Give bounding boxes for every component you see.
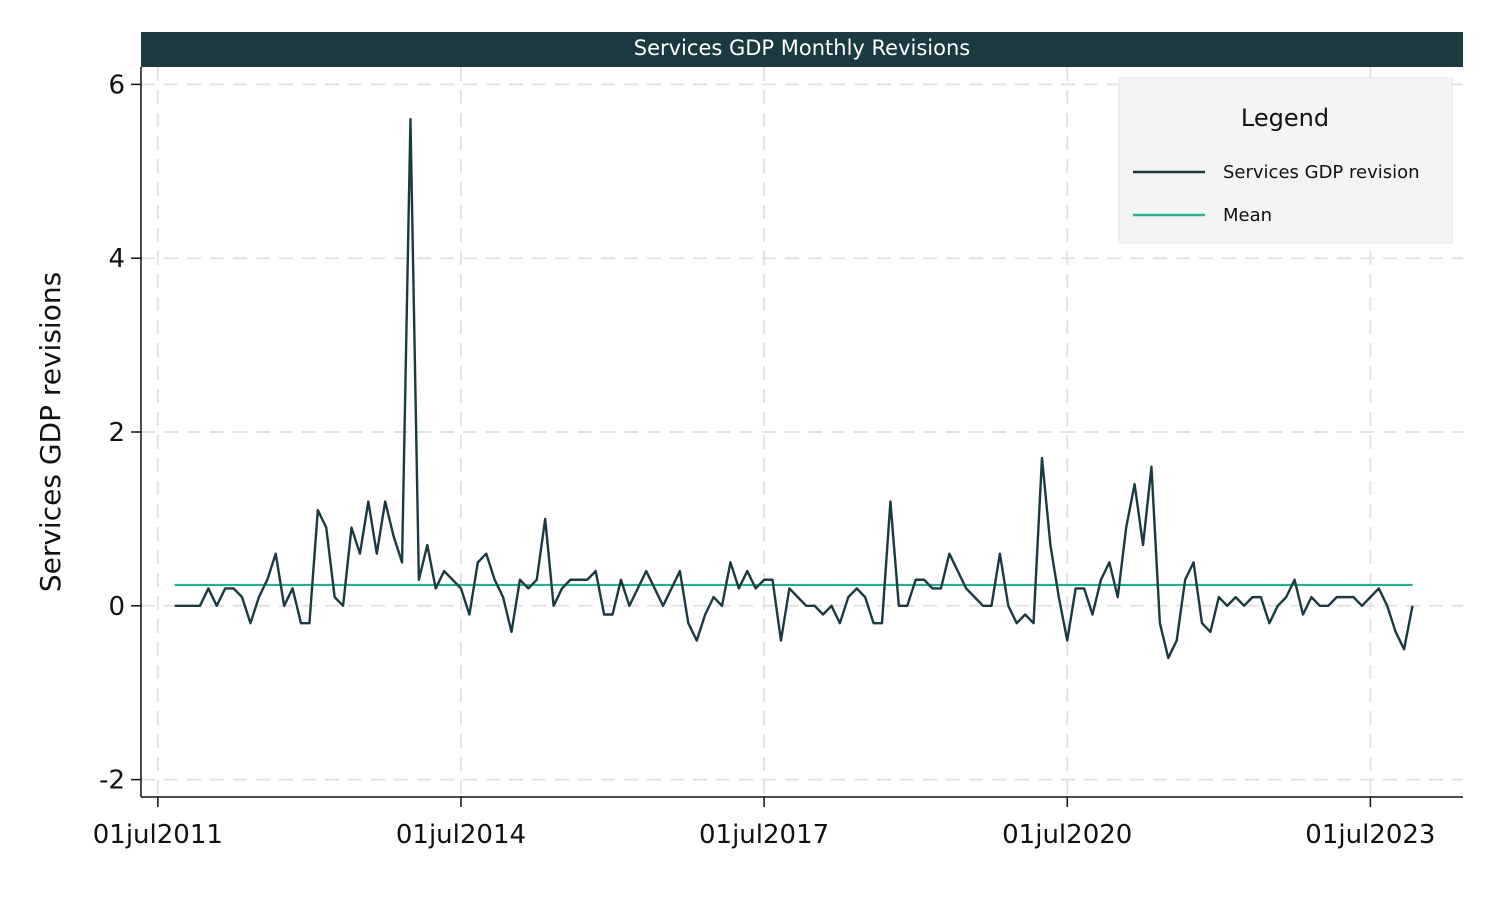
- y-ticks: -2 0 2 4 6: [99, 70, 141, 796]
- y-tick-label: 6: [108, 70, 125, 100]
- chart-title: Services GDP Monthly Revisions: [634, 36, 970, 60]
- y-tick-label: 4: [108, 244, 125, 274]
- legend-label-services-gdp-revision: Services GDP revision: [1223, 162, 1420, 183]
- y-tick-label: 0: [108, 592, 125, 622]
- legend-title: Legend: [1241, 104, 1329, 132]
- legend-box: [1118, 77, 1453, 244]
- y-tick-label: 2: [108, 418, 125, 448]
- y-axis-title: Services GDP revisions: [34, 272, 67, 592]
- x-tick-label: 01jul2011: [93, 820, 223, 850]
- series-line-services-gdp-revision: [174, 117, 1414, 660]
- y-tick-label: -2: [99, 766, 125, 796]
- x-tick-label: 01jul2014: [396, 820, 526, 850]
- x-tick-label: 01jul2020: [1002, 820, 1132, 850]
- legend-label-mean: Mean: [1223, 205, 1272, 226]
- title-bar: [141, 32, 1463, 67]
- legend: Legend Services GDP revision Mean: [1118, 77, 1453, 244]
- x-ticks: 01jul2011 01jul2014 01jul2017 01jul2020 01ju…: [93, 797, 1435, 850]
- x-tick-label: 01jul2017: [699, 820, 829, 850]
- x-tick-label: 01jul2023: [1305, 820, 1435, 850]
